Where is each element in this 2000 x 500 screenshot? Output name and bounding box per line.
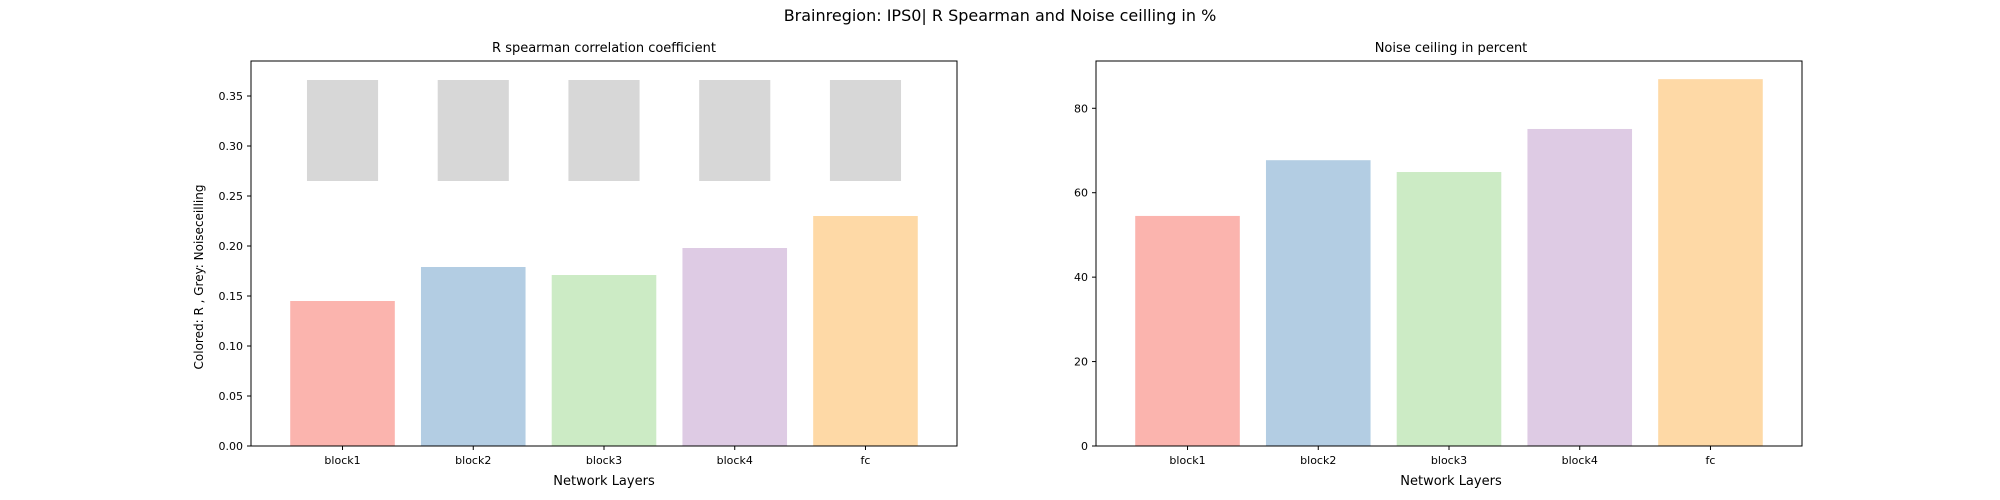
figure-title: Brainregion: IPS0| R Spearman and Noise …	[783, 6, 1217, 25]
y-tick-label: 0.35	[219, 90, 244, 103]
panel-title: R spearman correlation coefficient	[492, 41, 716, 56]
bar-fc	[813, 216, 918, 446]
x-tick-label: block3	[586, 454, 622, 467]
bar-block2	[420, 267, 526, 446]
y-tick-label: 60	[1074, 187, 1088, 200]
x-tick-label: block1	[1169, 454, 1205, 467]
y-tick-label: 0.15	[219, 290, 244, 303]
bar-block3	[1396, 172, 1502, 447]
x-tick-label: block1	[324, 454, 360, 467]
x-tick-label: fc	[861, 454, 871, 467]
x-tick-label: block2	[1300, 454, 1336, 467]
y-tick-label: 80	[1074, 102, 1088, 115]
x-tick-label: block3	[1431, 454, 1467, 467]
r-spearman-panel: R spearman correlation coefficient Color…	[192, 41, 958, 489]
y-axis-label: Colored: R , Grey: Noiseceilling	[192, 185, 206, 370]
bar-block2	[1265, 160, 1371, 446]
noise-ceiling-fc	[829, 80, 902, 181]
y-tick-label: 0.00	[219, 440, 244, 453]
plot-area: 0.00 0.05 0.10 0.15 0.20 0.25 0.30 0.35 block1 bl…	[219, 60, 958, 467]
plot-area: 0 20 40 60 80 block1 block2 block3 block4 fc	[1074, 60, 1803, 467]
x-tick-label: block4	[717, 454, 753, 467]
y-tick-label: 0.10	[219, 340, 244, 353]
x-axis-label: Network Layers	[1400, 474, 1502, 489]
x-tick-label: fc	[1706, 454, 1716, 467]
y-tick-label: 0.05	[219, 390, 244, 403]
x-tick-label: block2	[455, 454, 491, 467]
noise-ceiling-block1	[306, 80, 379, 181]
bar-block1	[290, 301, 395, 446]
y-tick-label: 0.30	[219, 140, 244, 153]
y-tick-label: 40	[1074, 271, 1088, 284]
noise-ceiling-block3	[568, 80, 640, 181]
bar-block4	[682, 248, 788, 446]
y-tick-label: 20	[1074, 356, 1088, 369]
x-tick-label: block4	[1562, 454, 1598, 467]
x-axis-label: Network Layers	[553, 474, 655, 489]
noise-ceiling-block4	[699, 80, 771, 181]
panel-title: Noise ceiling in percent	[1375, 41, 1528, 56]
noise-ceiling-panel: Noise ceiling in percent Network Layers …	[1074, 41, 1803, 489]
bar-fc	[1658, 79, 1763, 447]
noise-ceiling-block2	[437, 80, 509, 181]
y-tick-label: 0.20	[219, 240, 244, 253]
bar-block4	[1527, 128, 1633, 446]
bar-block1	[1135, 215, 1240, 446]
y-tick-label: 0	[1081, 440, 1088, 453]
bar-block3	[551, 275, 657, 446]
y-tick-label: 0.25	[219, 190, 244, 203]
